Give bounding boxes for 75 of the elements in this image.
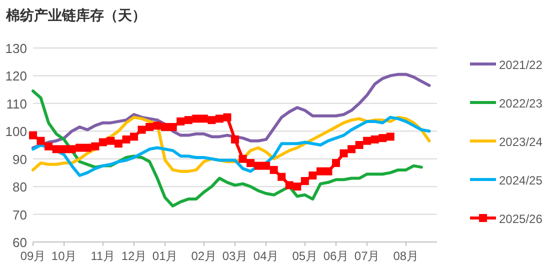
y-tick-label: 110 bbox=[6, 96, 27, 112]
point bbox=[106, 136, 115, 145]
legend-label: 2021/22 bbox=[499, 58, 543, 72]
point bbox=[168, 122, 177, 131]
x-tick-label: 06月 bbox=[323, 249, 349, 263]
chart-title: 棉纺产业链库存（天） bbox=[5, 7, 146, 23]
point bbox=[208, 116, 216, 124]
point bbox=[91, 142, 100, 150]
point bbox=[340, 149, 348, 158]
point bbox=[60, 145, 68, 154]
point bbox=[76, 144, 84, 152]
y-tick-label: 90 bbox=[12, 152, 27, 167]
point bbox=[300, 177, 309, 186]
y-tick-label: 80 bbox=[12, 180, 27, 195]
point bbox=[270, 166, 278, 174]
point bbox=[114, 140, 122, 148]
point bbox=[200, 114, 208, 123]
point bbox=[293, 182, 302, 191]
x-tick-label: 02月 bbox=[191, 249, 217, 263]
point bbox=[370, 135, 379, 144]
point bbox=[98, 138, 107, 146]
point bbox=[176, 117, 185, 126]
point bbox=[153, 122, 162, 130]
point bbox=[363, 136, 372, 145]
point bbox=[223, 113, 232, 122]
point bbox=[262, 162, 270, 170]
point bbox=[29, 131, 37, 140]
point bbox=[52, 145, 60, 154]
x-tick-label: 10月 bbox=[51, 249, 77, 263]
x-tick-label: 03月 bbox=[222, 249, 248, 263]
point bbox=[68, 145, 76, 154]
point bbox=[130, 132, 138, 141]
point bbox=[246, 159, 255, 168]
y-tick-label: 130 bbox=[5, 41, 27, 56]
point bbox=[238, 154, 247, 163]
line-series bbox=[32, 89, 423, 208]
point bbox=[83, 144, 92, 152]
point bbox=[378, 134, 387, 142]
point bbox=[278, 172, 286, 181]
legend-label: 2023/24 bbox=[499, 135, 543, 149]
point bbox=[161, 122, 170, 131]
x-tick-label: 04月 bbox=[253, 249, 279, 263]
point bbox=[36, 136, 45, 145]
x-tick-label: 11月 bbox=[90, 249, 116, 263]
point bbox=[348, 145, 356, 154]
point bbox=[138, 126, 146, 134]
legend-label: 2025/26 bbox=[499, 212, 543, 226]
x-tick-label: 08月 bbox=[393, 249, 419, 263]
legend-label: 2022/23 bbox=[499, 96, 543, 110]
point bbox=[355, 141, 364, 149]
point bbox=[285, 181, 294, 190]
y-tick-label: 70 bbox=[12, 207, 27, 222]
line-series bbox=[32, 72, 431, 150]
point bbox=[308, 171, 317, 180]
point bbox=[332, 159, 340, 168]
point bbox=[192, 114, 200, 123]
point bbox=[324, 167, 332, 176]
point bbox=[386, 132, 394, 141]
point bbox=[44, 142, 53, 150]
y-tick-label: 100 bbox=[5, 124, 27, 140]
legend-label: 2024/25 bbox=[499, 174, 543, 188]
x-tick-label: 09月 bbox=[20, 249, 46, 263]
point bbox=[231, 135, 239, 144]
point bbox=[146, 122, 154, 131]
point bbox=[122, 135, 130, 144]
y-tick-label: 60 bbox=[12, 235, 27, 250]
point bbox=[316, 167, 324, 176]
point bbox=[184, 116, 192, 124]
point bbox=[254, 162, 262, 170]
y-tick-label: 120 bbox=[5, 68, 27, 84]
x-tick-label: 01月 bbox=[152, 249, 178, 263]
x-tick-label: 12月 bbox=[121, 249, 147, 263]
x-tick-label: 05月 bbox=[292, 249, 318, 263]
x-tick-label: 07月 bbox=[354, 249, 380, 263]
point bbox=[215, 114, 224, 123]
